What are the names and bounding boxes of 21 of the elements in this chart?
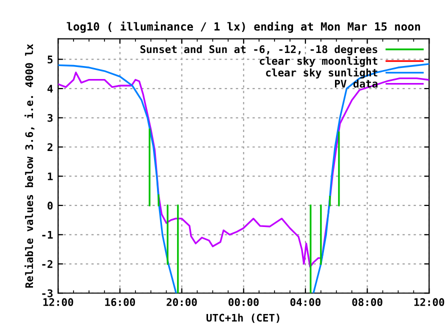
y-tick-label: 5 (48, 56, 53, 64)
y-tick-label: -3 (42, 289, 53, 298)
y-tick-label: 0 (48, 202, 53, 210)
x-axis-title: UTC+1h (CET) (206, 314, 280, 323)
legend-label: clear sky moonlight (260, 56, 378, 67)
y-tick-label: 4 (47, 84, 53, 92)
x-tick-label: 12:00 (43, 298, 74, 306)
x-tick-label: 20:00 (166, 298, 197, 306)
x-tick-label: 00:00 (228, 298, 259, 306)
chart-title: log10 ( illuminance / 1 lx) ending at Mon Mar 15 noon (66, 21, 420, 33)
y-tick-label: 1 (48, 172, 53, 180)
y-tick-label: -1 (42, 231, 53, 239)
legend-label: Sunset and Sun at -6, -12, -18 degrees (140, 45, 378, 56)
x-tick-label: 08:00 (352, 298, 382, 306)
y-tick-label: 2 (48, 143, 52, 151)
x-tick-label: 04:00 (290, 298, 321, 306)
y-tick-label: -2 (42, 260, 52, 268)
y-tick-label: 3 (48, 114, 53, 122)
x-tick-label: 16:00 (105, 298, 135, 306)
x-tick-label: 12:00 (414, 298, 444, 306)
y-axis-title: Reliable values below 3.6, i.e. 4000 lx (24, 44, 34, 288)
